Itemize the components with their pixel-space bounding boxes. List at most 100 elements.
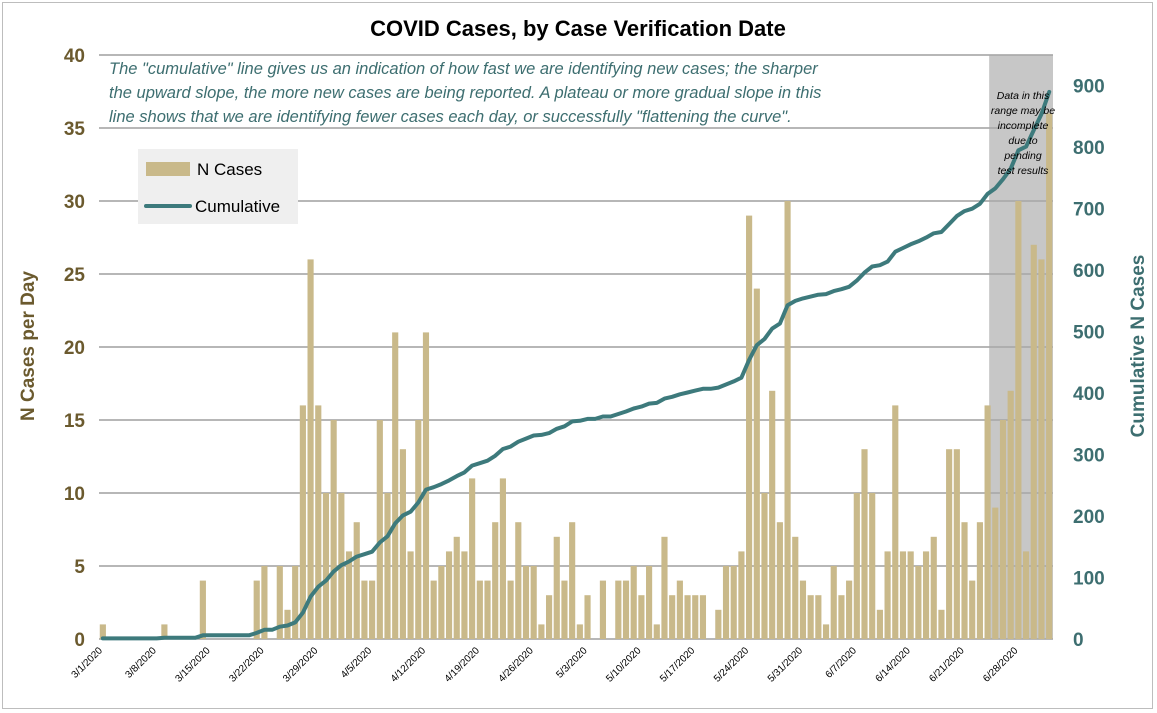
bar-day-100 <box>869 493 876 639</box>
incomplete-note-line-6: test results <box>998 165 1050 177</box>
bar-day-42 <box>422 332 430 639</box>
bar-day-91 <box>799 580 807 639</box>
bar-day-86 <box>761 493 768 639</box>
incomplete-note-line-4: due to <box>1008 135 1037 147</box>
x-tick-label: 5/10/2020 <box>604 645 644 685</box>
bar-day-38 <box>392 332 399 639</box>
left-tick-35: 35 <box>64 119 86 140</box>
covid-cases-chart: COVID Cases, by Case Verification Date 0… <box>18 16 1149 685</box>
bar-day-34 <box>361 580 368 639</box>
x-tick-label: 4/26/2020 <box>497 645 537 685</box>
right-tick-100: 100 <box>1073 569 1105 590</box>
x-tick-label: 5/24/2020 <box>712 645 752 685</box>
bar-day-48 <box>469 478 476 639</box>
bar-day-43 <box>430 580 437 639</box>
bar-day-32 <box>345 551 353 639</box>
y-axis-label-right: Cumulative N Cases <box>1128 255 1149 438</box>
left-tick-5: 5 <box>74 557 85 578</box>
bar-day-107 <box>922 551 930 639</box>
bar-day-37 <box>384 493 391 639</box>
incomplete-note-line-1: Data in this <box>997 90 1050 102</box>
bar-day-8 <box>161 624 168 639</box>
legend-label-cumulative: Cumulative <box>195 197 280 216</box>
left-tick-15: 15 <box>64 411 86 432</box>
left-axis-ticks: 0 5 10 15 20 25 30 35 40 <box>64 46 86 651</box>
x-tick-label: 5/17/2020 <box>658 645 698 685</box>
bar-day-96 <box>838 595 845 639</box>
n-cases-bars <box>99 113 1053 640</box>
bar-day-112 <box>961 522 968 639</box>
bar-day-120 <box>1022 551 1030 639</box>
bar-day-25 <box>292 566 299 639</box>
bar-day-111 <box>953 449 960 639</box>
x-tick-label: 4/5/2020 <box>339 645 375 681</box>
left-tick-25: 25 <box>64 265 86 286</box>
legend-swatch-bars <box>146 162 190 176</box>
bar-day-67 <box>615 580 622 639</box>
bar-day-62 <box>576 624 583 639</box>
bar-day-72 <box>653 624 660 639</box>
legend-label-n-cases: N Cases <box>197 160 262 179</box>
x-tick-label: 3/8/2020 <box>124 645 160 681</box>
right-tick-800: 800 <box>1073 138 1105 159</box>
bar-day-55 <box>522 566 530 639</box>
right-tick-500: 500 <box>1073 323 1105 344</box>
bar-day-52 <box>499 478 506 639</box>
bar-day-60 <box>561 580 568 639</box>
x-tick-label: 3/15/2020 <box>173 645 213 685</box>
bar-day-104 <box>899 551 907 639</box>
bar-day-49 <box>476 580 483 639</box>
bar-day-78 <box>699 595 707 639</box>
bar-day-116 <box>992 507 999 639</box>
bar-day-102 <box>884 551 891 639</box>
bar-day-97 <box>846 580 853 639</box>
bar-day-81 <box>722 566 730 639</box>
bar-day-65 <box>599 580 607 639</box>
bar-day-82 <box>730 566 737 639</box>
bar-day-101 <box>876 609 883 639</box>
x-tick-label: 6/14/2020 <box>874 645 914 685</box>
bar-day-20 <box>253 580 260 639</box>
cumulative-line <box>100 89 1052 641</box>
bar-day-73 <box>661 536 668 639</box>
left-tick-10: 10 <box>64 484 85 505</box>
bar-day-75 <box>676 580 683 639</box>
bar-day-39 <box>399 449 406 639</box>
x-tick-label: 5/31/2020 <box>766 645 806 685</box>
x-tick-label: 6/7/2020 <box>824 645 860 681</box>
right-tick-700: 700 <box>1073 200 1105 221</box>
bar-day-68 <box>622 580 630 639</box>
bar-day-0 <box>99 624 106 639</box>
bar-day-41 <box>415 420 422 639</box>
bar-day-106 <box>915 566 922 639</box>
left-tick-40: 40 <box>64 46 85 67</box>
bar-day-105 <box>907 551 914 639</box>
bar-day-121 <box>1030 244 1037 640</box>
incomplete-data-note: Data in this range may be incomplete due… <box>991 90 1055 177</box>
annotation-line-3: line shows that we are identifying fewer… <box>109 108 792 126</box>
bar-day-53 <box>507 580 514 639</box>
bar-day-93 <box>815 595 822 639</box>
right-tick-400: 400 <box>1073 384 1105 405</box>
right-tick-300: 300 <box>1073 446 1105 467</box>
bar-day-83 <box>738 551 745 639</box>
bar-day-35 <box>369 580 376 639</box>
annotation-text: The "cumulative" line gives us an indica… <box>109 60 821 126</box>
bar-day-44 <box>438 566 445 639</box>
bar-day-23 <box>276 566 283 639</box>
x-tick-label: 5/3/2020 <box>554 645 590 681</box>
bar-day-70 <box>638 595 645 639</box>
bar-day-56 <box>530 566 537 639</box>
bar-day-76 <box>684 595 691 639</box>
bar-day-29 <box>322 493 330 639</box>
bar-day-36 <box>376 420 383 639</box>
bar-day-90 <box>792 536 799 639</box>
bar-day-99 <box>861 449 868 639</box>
bar-day-87 <box>769 390 776 639</box>
bar-day-114 <box>976 522 983 639</box>
bar-day-89 <box>784 201 791 639</box>
bar-day-47 <box>461 551 468 639</box>
bar-day-26 <box>299 405 306 639</box>
chart-title: COVID Cases, by Case Verification Date <box>370 16 786 41</box>
right-tick-600: 600 <box>1073 261 1105 282</box>
